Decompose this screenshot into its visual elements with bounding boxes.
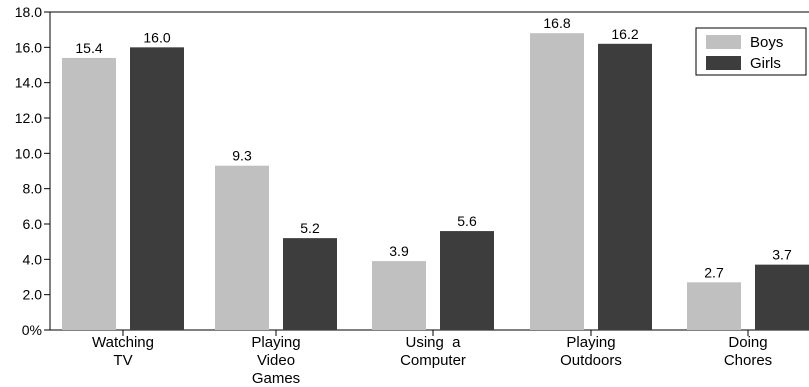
data-label: 2.7 [704,264,724,280]
y-tick-label: 0% [22,322,42,338]
y-tick-label: 2.0 [23,287,43,303]
category-label: Playing [251,334,300,351]
category-label: Video [257,352,295,369]
category-label: Watching [92,334,154,351]
y-tick-label: 14.0 [15,75,42,91]
bar-boys [530,33,584,330]
data-label: 9.3 [232,148,252,164]
y-tick-label: 8.0 [23,181,43,197]
category-label: Outdoors [560,352,622,369]
y-tick-label: 10.0 [15,145,42,161]
data-label: 5.2 [300,220,320,236]
y-tick-label: 16.0 [15,39,42,55]
data-label: 16.2 [611,26,638,42]
bar-boys [687,282,741,330]
data-label: 15.4 [75,40,102,56]
data-label: 3.9 [389,243,409,259]
category-label: Computer [400,352,466,369]
category-label: Chores [724,352,772,369]
category-label: Games [252,370,300,387]
category-label: Doing [728,334,767,351]
legend-swatch-girls [706,56,741,70]
bar-girls [130,47,184,330]
bar-boys [62,57,116,330]
category-label: Using a [405,334,461,351]
bars [62,33,809,331]
bar-girls [440,231,494,330]
data-label: 3.7 [772,247,792,263]
category-label: TV [113,352,132,369]
data-labels: 15.4 9.3 3.9 16.8 2.7 16.0 5.2 5.6 16.2 3.7 [75,15,792,280]
y-tick-label: 6.0 [23,216,43,232]
legend-label: Girls [750,55,781,72]
category-label: Playing [566,334,615,351]
bar-girls [755,264,809,330]
bar-girls [598,43,652,331]
data-label: 16.8 [543,15,570,31]
legend-swatch-boys [706,35,741,49]
data-label: 16.0 [143,29,170,45]
legend: Boys Girls [695,27,807,76]
y-tick-label: 18.0 [15,4,42,20]
bar-boys [215,165,269,330]
bar-girls [283,238,337,330]
legend-label: Boys [750,34,783,51]
bar-boys [372,261,426,330]
y-axis: 0% 2.0 4.0 6.0 8.0 10.0 12.0 14.0 16.0 18.0 [15,4,51,338]
y-tick-label: 4.0 [23,251,43,267]
y-tick-label: 12.0 [15,110,42,126]
data-label: 5.6 [457,213,477,229]
